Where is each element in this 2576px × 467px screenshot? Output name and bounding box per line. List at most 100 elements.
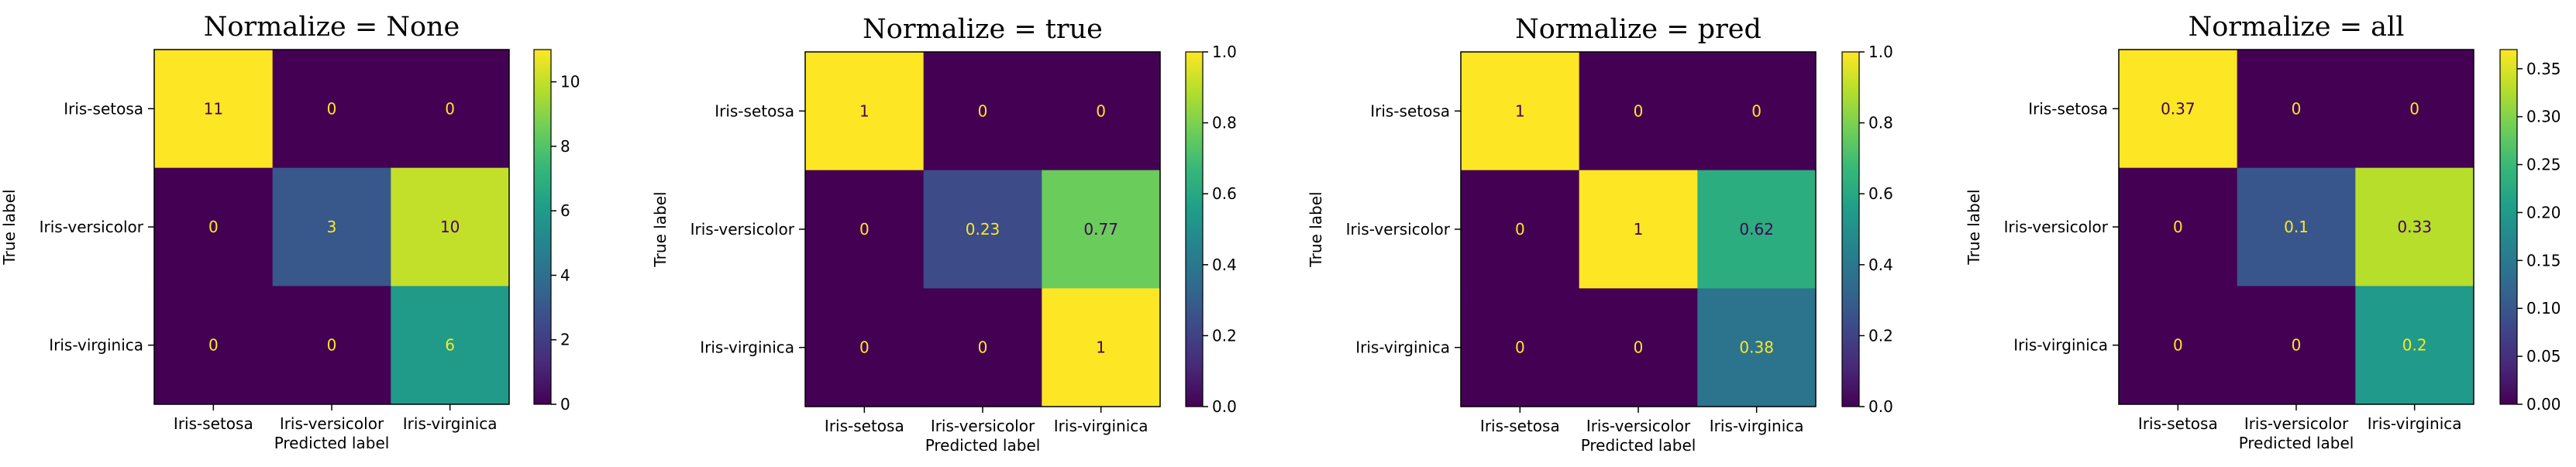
panel-title: Normalize = all [2189, 12, 2405, 43]
heatmap-cell [2119, 50, 2238, 169]
heatmap-cell [805, 52, 925, 171]
y-tick-label: Iris-virginica [2013, 336, 2108, 355]
y-tick-label: Iris-virginica [700, 338, 794, 357]
heatmap-cell [391, 167, 510, 287]
heatmap-cell [272, 286, 391, 405]
colorbar-tick-label: 4 [560, 266, 570, 284]
cell-value-label: 0 [2292, 99, 2302, 118]
colorbar [533, 49, 552, 405]
x-tick-label: Iris-setosa [825, 417, 904, 435]
heatmap-cell [2355, 50, 2474, 169]
heatmap-cell [923, 288, 1042, 407]
heatmap-cell [1042, 288, 1161, 407]
colorbar-tick-label: 0.25 [2526, 156, 2561, 174]
colorbar-tick-label: 10 [560, 73, 580, 91]
heatmap-cell [805, 170, 925, 289]
heatmap-cell [1461, 52, 1580, 171]
y-tick-label: Iris-versicolor [40, 218, 144, 236]
cell-value-label: 3 [327, 218, 337, 236]
x-tick-label: Iris-setosa [2138, 414, 2218, 433]
x-axis-label: Predicted label [274, 434, 390, 452]
colorbar-tick-label: 0.30 [2526, 108, 2561, 126]
colorbar-tick-label: 0.0 [1212, 397, 1237, 416]
heatmap-cell [1697, 288, 1817, 407]
heatmap-cell [154, 167, 274, 287]
colorbar-tick-label: 0.8 [1212, 114, 1237, 132]
colorbar-tick-label: 8 [560, 137, 570, 156]
cell-value-label: 0.2 [2402, 336, 2427, 355]
cell-value-label: 1 [1634, 220, 1644, 239]
x-tick-label: Iris-versicolor [2244, 414, 2349, 433]
y-axis-label: True label [1965, 189, 1983, 265]
cell-value-label: 1 [859, 101, 870, 120]
panel-title: Normalize = pred [1515, 14, 1762, 45]
heatmap-cell [154, 50, 274, 169]
colorbar-tick-label: 0.20 [2526, 203, 2561, 221]
heatmap-cell [2237, 167, 2356, 287]
heatmap-cell [272, 50, 391, 169]
colorbar-tick-label: 0.15 [2526, 251, 2561, 270]
cell-value-label: 0 [208, 218, 219, 236]
cell-value-label: 0.1 [2284, 218, 2309, 236]
heatmap-cell [805, 288, 925, 407]
cell-value-label: 0 [1515, 338, 1525, 357]
y-tick-label: Iris-versicolor [690, 220, 795, 239]
x-tick-label: Iris-versicolor [931, 417, 1035, 435]
cell-value-label: 0 [2173, 336, 2183, 355]
heatmap-cell [2355, 286, 2474, 405]
heatmap-cell [154, 286, 274, 405]
colorbar-tick-label: 0.35 [2526, 60, 2561, 78]
cell-value-label: 0 [859, 338, 870, 357]
y-tick-label: Iris-versicolor [2004, 218, 2109, 236]
cell-value-label: 0 [978, 101, 988, 120]
colorbar-tick-label: 0.0 [1868, 397, 1893, 416]
y-tick-label: Iris-setosa [2028, 99, 2108, 118]
panel-title: Normalize = true [863, 14, 1103, 45]
colorbar-tick-label: 0.00 [2526, 395, 2561, 414]
cell-value-label: 0.38 [1739, 338, 1774, 357]
colorbar-tick-label: 0.4 [1212, 256, 1237, 274]
x-axis-label: Predicted label [925, 436, 1041, 455]
confusion-matrix-panel-2: Normalize = true 1 0 0 0 0.23 0.77 0 0 1 Iris-seto… [651, 14, 1237, 455]
heatmap-cell [1461, 288, 1580, 407]
cell-value-label: 1 [1096, 338, 1106, 357]
cell-value-label: 0.33 [2397, 218, 2432, 236]
confusion-matrix-panel-1: Normalize = None 11 0 0 0 3 10 0 0 6 Iris-setosa Ir… [0, 12, 580, 452]
x-tick-label: Iris-virginica [1710, 417, 1804, 435]
cell-value-label: 0 [327, 336, 337, 355]
cell-value-label: 6 [445, 336, 455, 355]
heatmap-cell [923, 52, 1042, 171]
heatmap-cell [2237, 286, 2356, 405]
cell-value-label: 0 [208, 336, 219, 355]
y-tick-label: Iris-setosa [64, 99, 143, 118]
colorbar-tick-label: 0.10 [2526, 299, 2561, 318]
x-tick-label: Iris-virginica [403, 414, 498, 433]
heatmap-cell [2237, 50, 2356, 169]
heatmap-cell [272, 167, 391, 287]
x-tick-label: Iris-virginica [2368, 414, 2462, 433]
colorbar-tick-label: 0.6 [1868, 184, 1893, 203]
cell-value-label: 0 [859, 220, 870, 239]
cell-value-label: 0 [1751, 101, 1762, 120]
heatmap-cell [1461, 170, 1580, 289]
heatmap-cell [1579, 288, 1698, 407]
cell-value-label: 0.37 [2161, 99, 2195, 118]
heatmap-cell [2119, 286, 2238, 405]
heatmap-cell [1697, 170, 1817, 289]
cell-value-label: 0 [2409, 99, 2419, 118]
colorbar [1185, 51, 1204, 407]
cell-value-label: 0 [1515, 220, 1525, 239]
y-tick-label: Iris-setosa [1370, 101, 1450, 120]
cell-value-label: 0 [1634, 101, 1644, 120]
heatmap-cell [2355, 167, 2474, 287]
heatmap-cell [2119, 167, 2238, 287]
cell-value-label: 11 [204, 99, 223, 118]
cell-value-label: 0 [2292, 336, 2302, 355]
cell-value-label: 0.62 [1739, 220, 1774, 239]
panel-title: Normalize = None [204, 12, 460, 43]
y-axis-label: True label [1307, 191, 1325, 267]
y-tick-label: Iris-virginica [49, 336, 143, 355]
colorbar-tick-label: 6 [560, 201, 570, 220]
y-axis-label: True label [651, 191, 670, 267]
